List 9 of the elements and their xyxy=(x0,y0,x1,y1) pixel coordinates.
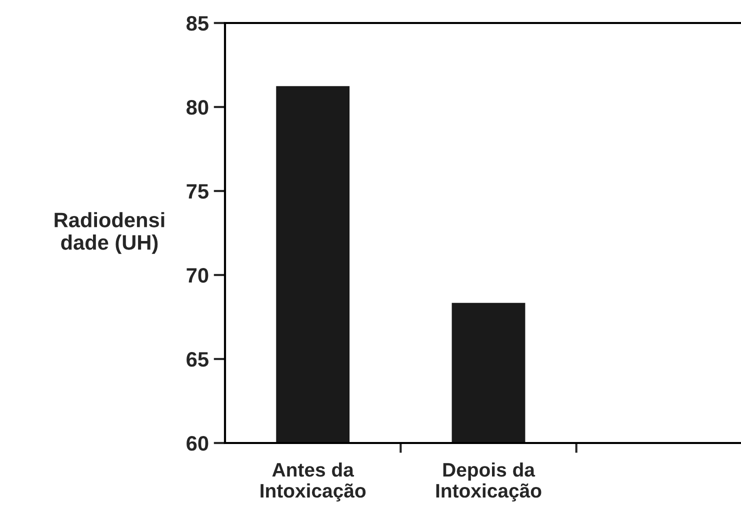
y-tick-label: 70 xyxy=(186,268,208,283)
y-tick-label: 80 xyxy=(186,100,208,115)
y-tick-label: 60 xyxy=(186,436,208,451)
x-tick-label: Antes da Intoxicação xyxy=(260,462,366,502)
y-tick-label: 65 xyxy=(186,352,208,367)
y-tick-label: 75 xyxy=(186,184,208,199)
y-tick-label: 85 xyxy=(186,16,208,31)
y-axis-title: Radiodensi dade (UH) xyxy=(54,212,164,254)
x-tick-label: Depois da Intoxicação xyxy=(436,462,542,502)
